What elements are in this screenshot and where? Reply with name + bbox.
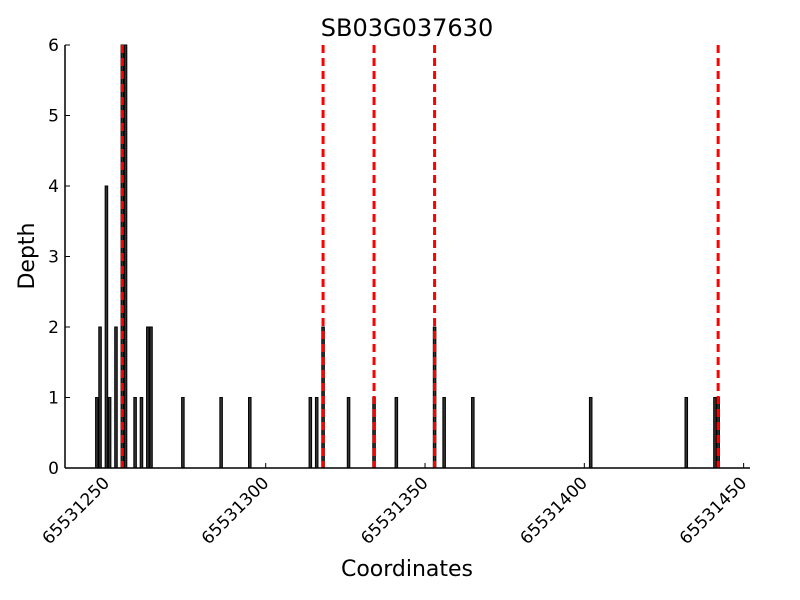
bar bbox=[139, 397, 144, 469]
bar bbox=[394, 397, 399, 469]
bar bbox=[149, 326, 153, 469]
y-tick-label: 0 bbox=[48, 459, 59, 479]
bar bbox=[95, 397, 99, 469]
bar bbox=[146, 326, 150, 469]
bar bbox=[346, 397, 351, 469]
bar bbox=[588, 397, 593, 469]
bar bbox=[219, 397, 223, 469]
bar bbox=[471, 397, 475, 469]
x-axis-label: Coordinates bbox=[341, 557, 473, 582]
bar bbox=[181, 397, 185, 469]
y-tick-label: 6 bbox=[48, 36, 59, 56]
y-tick-label: 5 bbox=[48, 107, 59, 127]
bar bbox=[713, 397, 717, 469]
bar bbox=[123, 44, 128, 469]
bar bbox=[107, 397, 112, 469]
y-tick-label: 3 bbox=[48, 248, 59, 268]
x-tick-label: 65531400 bbox=[517, 473, 592, 548]
chart-title: SB03G037630 bbox=[321, 14, 493, 42]
x-tick-label: 65531450 bbox=[676, 473, 751, 548]
bar bbox=[248, 397, 252, 469]
x-tick-label: 65531250 bbox=[39, 473, 114, 548]
bar bbox=[372, 397, 376, 469]
y-tick-label: 4 bbox=[48, 177, 59, 197]
bar bbox=[114, 326, 118, 469]
x-tick-label: 65531350 bbox=[357, 473, 432, 548]
bar bbox=[684, 397, 689, 469]
bar bbox=[133, 397, 137, 469]
bar bbox=[98, 326, 102, 469]
y-tick-label: 1 bbox=[48, 389, 59, 409]
bar bbox=[104, 185, 109, 469]
y-axis-label: Depth bbox=[15, 222, 40, 289]
bar bbox=[716, 397, 720, 469]
y-tick-label: 2 bbox=[48, 318, 59, 338]
bar bbox=[308, 397, 313, 469]
x-tick-label: 65531300 bbox=[198, 473, 273, 548]
bar bbox=[442, 397, 446, 469]
bar bbox=[314, 397, 319, 469]
